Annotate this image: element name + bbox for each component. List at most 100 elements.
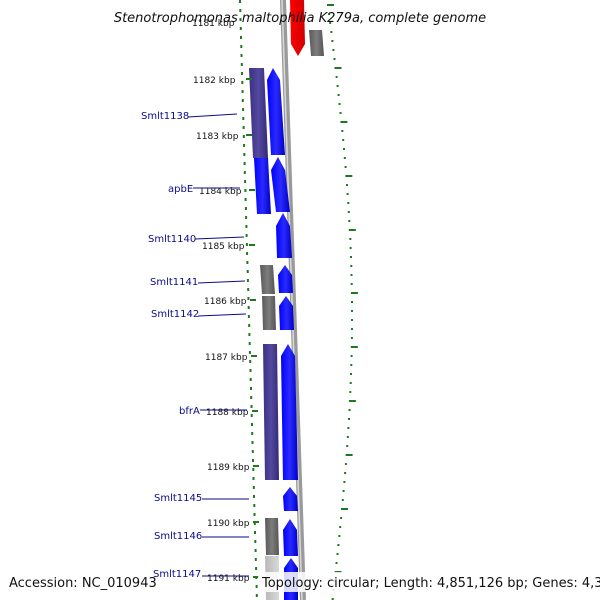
gc-dot xyxy=(246,279,249,282)
gene-label[interactable]: Smlt1142 xyxy=(151,309,199,320)
footer-summary-bg xyxy=(258,572,596,592)
gene-label[interactable]: Smlt1145 xyxy=(154,493,202,504)
gc-dot xyxy=(245,216,248,219)
gc-dot xyxy=(350,355,353,357)
gc-dot xyxy=(247,306,250,309)
kbp-label: 1182 kbp xyxy=(193,76,236,86)
gc-dot xyxy=(250,387,252,390)
gc-dot xyxy=(347,202,350,204)
gc-dot xyxy=(254,558,257,561)
gc-dot xyxy=(346,445,349,447)
gc-dot xyxy=(248,333,251,336)
label-leader xyxy=(194,236,245,240)
gc-dot xyxy=(350,283,353,285)
cds-smlt1141 xyxy=(260,265,275,294)
gene-label[interactable]: Smlt1138 xyxy=(141,111,189,122)
gc-dot xyxy=(241,99,244,102)
kbp-label: 1185 kbp xyxy=(202,242,245,252)
gene-label[interactable]: Smlt1141 xyxy=(150,277,198,288)
gc-dot xyxy=(251,432,254,435)
gc-dot xyxy=(350,364,353,366)
gc-dot xyxy=(348,418,350,420)
gc-dot xyxy=(336,553,339,555)
gc-dot xyxy=(239,9,242,12)
gc-dot xyxy=(350,346,358,348)
gc-dot xyxy=(248,351,251,354)
kbp-label: 1187 kbp xyxy=(205,353,248,363)
gc-dot xyxy=(342,139,345,141)
gene-labels: Smlt1138 apbE Smlt1140 Smlt1141 Smlt1142… xyxy=(141,111,249,580)
gc-dot xyxy=(247,288,250,291)
gc-dot xyxy=(328,13,331,15)
gc-dot xyxy=(246,252,249,255)
footer-accession-bg xyxy=(0,572,150,592)
gc-dot xyxy=(243,171,246,174)
kbp-label: 1186 kbp xyxy=(204,297,247,307)
gc-dot xyxy=(339,112,342,114)
gc-dot xyxy=(350,292,358,294)
kbp-label: 1190 kbp xyxy=(207,519,250,529)
label-leader xyxy=(197,280,246,284)
gc-dot xyxy=(252,459,254,462)
gc-dot xyxy=(240,45,243,48)
gc-dot xyxy=(334,67,342,69)
gene-label[interactable]: bfrA xyxy=(179,406,200,417)
kbp-ticks: 1181 kbp 1182 kbp 1183 kbp 1184 kbp 1185… xyxy=(192,19,259,584)
gc-dot xyxy=(343,148,345,150)
gc-dot xyxy=(251,441,254,444)
gc-dot xyxy=(241,81,244,84)
gene-bfra xyxy=(281,344,298,480)
label-leader xyxy=(187,113,238,118)
gc-dot xyxy=(341,508,348,510)
gc-dot xyxy=(254,540,257,543)
gc-dot xyxy=(344,463,347,465)
gc-dot xyxy=(245,225,248,228)
gc-dot xyxy=(247,297,250,300)
kbp-label: 1184 kbp xyxy=(199,187,242,197)
gc-dot xyxy=(350,265,353,267)
gc-dot xyxy=(252,477,255,480)
gc-dot xyxy=(348,220,351,222)
gc-dot xyxy=(330,31,333,33)
gc-dot xyxy=(242,117,245,120)
gc-dot xyxy=(335,76,338,78)
gene-smlt1138 xyxy=(267,68,285,155)
gc-dot xyxy=(339,526,342,528)
gc-dot xyxy=(246,270,249,273)
gene-smlt1142 xyxy=(279,296,294,330)
kbp-label: 1183 kbp xyxy=(196,132,239,142)
gc-dot xyxy=(255,585,258,588)
gc-dot xyxy=(343,481,346,483)
gc-dot xyxy=(351,328,353,330)
gene-label[interactable]: Smlt1140 xyxy=(148,234,196,245)
gene-label[interactable]: Smlt1146 xyxy=(154,531,202,542)
gc-dot xyxy=(254,549,257,552)
gc-dot xyxy=(350,274,353,276)
gc-dot xyxy=(250,405,253,408)
gc-dot xyxy=(333,58,336,60)
gc-dot xyxy=(249,360,252,363)
gc-dot xyxy=(239,27,242,30)
gc-dot xyxy=(343,157,346,159)
cds-smlt1142 xyxy=(262,296,276,330)
map-title: Stenotrophomonas maltophilia K279a, comp… xyxy=(114,11,486,26)
gc-dot xyxy=(240,63,243,66)
gc-dot xyxy=(338,535,341,537)
gc-dot xyxy=(327,4,334,6)
gc-dot xyxy=(242,108,245,111)
gene-label[interactable]: apbE xyxy=(168,184,193,195)
gc-dot xyxy=(349,391,352,393)
reverse-strand-features xyxy=(290,0,324,56)
reverse-gray-feature xyxy=(309,30,324,56)
gc-dot xyxy=(239,0,241,3)
gc-dot xyxy=(243,153,246,156)
gc-dot xyxy=(340,517,343,519)
reverse-gap xyxy=(309,0,322,30)
gene-smlt1145 xyxy=(283,487,298,511)
accession-text: Accession: NC_010943 xyxy=(9,576,157,591)
gc-dot xyxy=(350,337,353,339)
gene-label[interactable]: Smlt1147 xyxy=(153,569,201,580)
gc-dot xyxy=(255,594,258,597)
gc-dot xyxy=(243,144,246,147)
